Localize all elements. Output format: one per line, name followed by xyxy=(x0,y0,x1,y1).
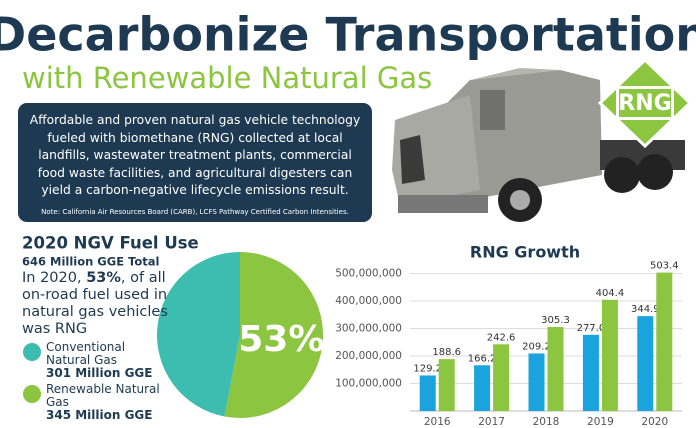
x-tick-label: 2020 xyxy=(641,416,668,428)
pie-annotation: In 2020, 53%, of all on-road fuel used i… xyxy=(22,270,182,338)
bar xyxy=(656,272,673,411)
y-tick-label: 400,000,000 xyxy=(335,295,402,307)
bar-value-label: 277.0 xyxy=(577,323,606,334)
x-tick-label: 2019 xyxy=(587,416,614,428)
bar xyxy=(493,344,510,411)
x-tick-label: 2016 xyxy=(424,416,451,428)
legend-label: Conventional Natural Gas xyxy=(46,340,126,367)
description-line: fueled with biomethane (RNG) collected a… xyxy=(47,130,343,145)
description-line: yield a carbon-negative lifecycle emissi… xyxy=(41,183,349,197)
pie-slice xyxy=(224,252,324,418)
legend-entry: Conventional Natural Gas 301 Million GGE xyxy=(46,341,166,380)
bar-value-label: 209.2 xyxy=(522,341,551,352)
title: Decarbonize Transportation xyxy=(0,8,696,62)
truck xyxy=(392,68,685,222)
y-tick-label: 500,000,000 xyxy=(335,268,402,280)
bar xyxy=(582,334,599,411)
bar-value-label: 242.6 xyxy=(487,332,516,343)
bar xyxy=(547,327,564,411)
annotation-highlight: 53% xyxy=(86,270,121,286)
bar xyxy=(637,316,654,411)
badge: RNG xyxy=(597,57,693,149)
legend-label: Renewable Natural Gas xyxy=(46,382,160,409)
bar xyxy=(438,359,455,411)
description-line: landfills, wastewater treatment plants, … xyxy=(38,148,352,162)
y-tick-label: 200,000,000 xyxy=(335,350,402,362)
legend-swatch xyxy=(23,343,41,361)
y-tick-label: 100,000,000 xyxy=(335,378,402,390)
bar-value-label: 305.3 xyxy=(541,315,570,326)
bar xyxy=(601,299,618,411)
bar-value-label: 188.6 xyxy=(432,347,461,358)
legend-detail: 345 Million GGE xyxy=(46,408,153,422)
pie-slice xyxy=(157,252,240,417)
bar-value-label: 344.9 xyxy=(631,304,660,315)
annotation-text: , of all on-road fuel used in natural ga… xyxy=(22,270,168,337)
badge-label: RNG xyxy=(618,91,671,116)
legend-detail: 301 Million GGE xyxy=(46,366,153,380)
x-tick-label: 2017 xyxy=(478,416,505,428)
legend-entry: Renewable Natural Gas 345 Million GGE xyxy=(46,383,166,422)
description-box: Affordable and proven natural gas vehicl… xyxy=(18,103,372,222)
bar-title: RNG Growth xyxy=(470,243,580,262)
bar xyxy=(474,365,491,411)
x-tick-label: 2018 xyxy=(533,416,560,428)
bar-value-label: 129.2 xyxy=(413,363,442,374)
bar-value-label: 404.4 xyxy=(596,288,625,299)
pie-title: 2020 NGV Fuel Use xyxy=(22,234,199,253)
bar xyxy=(419,375,436,411)
y-tick-label: 300,000,000 xyxy=(335,323,402,335)
bar-value-label: 503.4 xyxy=(650,261,679,272)
description-note: Note: California Air Resources Board (CA… xyxy=(41,207,349,216)
bar-chart: 100,000,000 200,000,000 300,000,000 400,000… xyxy=(335,261,682,428)
annotation-text: In 2020, xyxy=(22,270,87,286)
pie-subtitle: 646 Million GGE Total xyxy=(22,255,159,269)
subtitle: with Renewable Natural Gas xyxy=(22,61,432,95)
description-line: Affordable and proven natural gas vehicl… xyxy=(29,113,361,127)
bar-value-label: 166.2 xyxy=(468,353,497,364)
legend-swatch xyxy=(23,385,41,403)
pie-value-label: 53% xyxy=(238,319,324,360)
description-line: food waste facilities, and agricultural … xyxy=(37,165,353,180)
bar xyxy=(528,353,545,411)
pie-chart: 53% xyxy=(23,252,324,418)
